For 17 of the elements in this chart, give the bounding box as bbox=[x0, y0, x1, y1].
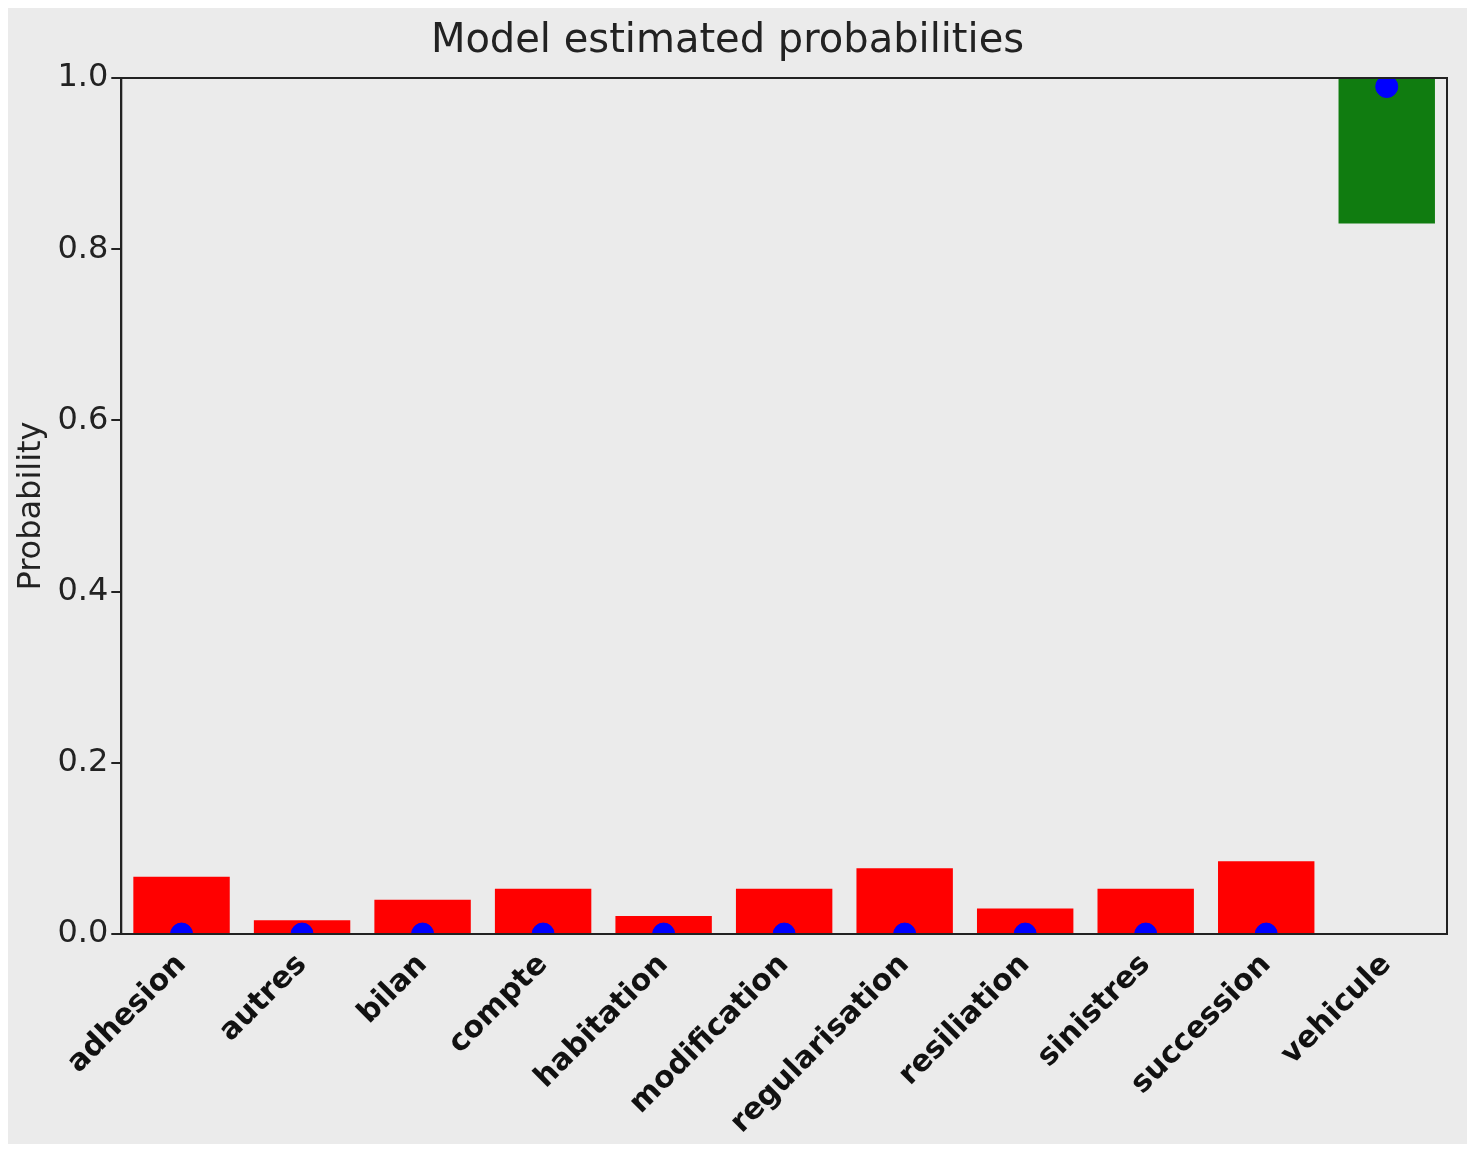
bar bbox=[976, 908, 1074, 934]
y-tick-label: 0.6 bbox=[57, 398, 109, 437]
bar bbox=[856, 868, 953, 934]
y-tick-label: 0.0 bbox=[57, 912, 109, 951]
y-axis-title: Probability bbox=[9, 421, 48, 591]
bar bbox=[735, 888, 833, 934]
chart-title: Model estimated probabilities bbox=[430, 15, 1025, 62]
bar bbox=[494, 888, 592, 934]
bar bbox=[1218, 861, 1315, 934]
bar bbox=[1338, 78, 1435, 224]
bar bbox=[133, 876, 230, 934]
bar bbox=[1097, 888, 1194, 934]
y-tick-label: 1.0 bbox=[57, 56, 109, 95]
y-tick-label: 0.2 bbox=[57, 741, 109, 780]
y-tick-label: 0.8 bbox=[57, 227, 109, 266]
y-tick-label: 0.4 bbox=[57, 569, 109, 608]
bar bbox=[374, 899, 471, 934]
